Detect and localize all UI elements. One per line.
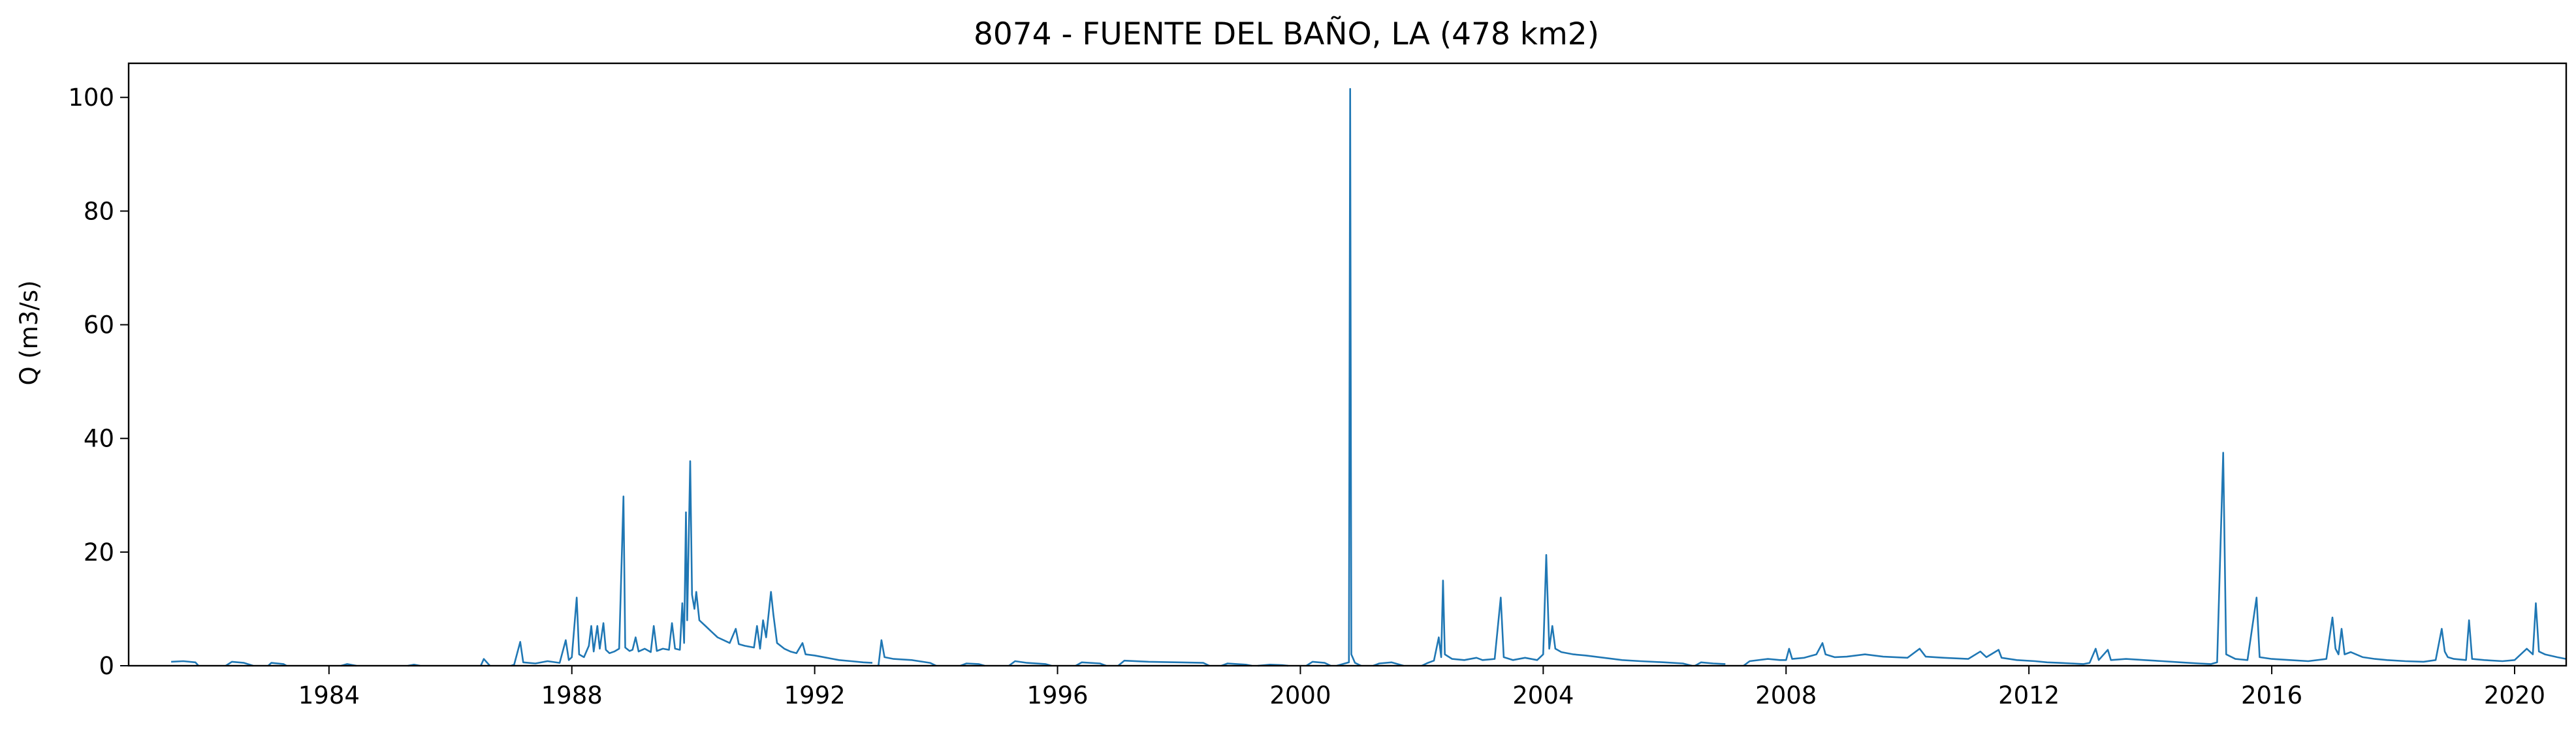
series-line-segment bbox=[1336, 87, 1361, 667]
series-line-segment bbox=[960, 662, 985, 667]
y-tick-label: 100 bbox=[68, 84, 114, 112]
series-q bbox=[171, 87, 2567, 667]
x-axis: 1984 1988 1992 1996 2000 2004 2008 2012 2016 2020 bbox=[298, 666, 2545, 709]
y-tick-label: 20 bbox=[84, 538, 114, 567]
series-line-segment bbox=[511, 460, 873, 667]
series-line-segment bbox=[1075, 661, 1107, 667]
y-tick-label: 60 bbox=[84, 311, 114, 339]
x-tick-label: 1996 bbox=[1026, 681, 1088, 709]
series-line-segment bbox=[878, 639, 937, 667]
series-line-segment bbox=[1117, 659, 1210, 667]
y-axis: 0 20 40 60 80 100 bbox=[68, 84, 129, 680]
plot-frame bbox=[127, 62, 2568, 667]
y-axis-label: Q (m3/s) bbox=[15, 280, 43, 385]
x-tick-label: 1988 bbox=[541, 681, 603, 709]
series-line-segment bbox=[480, 658, 491, 666]
x-tick-label: 1992 bbox=[784, 681, 846, 709]
chart-title: 8074 - FUENTE DEL BAÑO, LA (478 km2) bbox=[974, 16, 1599, 52]
series-line-segment bbox=[171, 660, 199, 666]
x-tick-label: 2016 bbox=[2241, 681, 2302, 709]
series-line-segment bbox=[1421, 553, 1693, 667]
x-tick-label: 2012 bbox=[1998, 681, 2059, 709]
series-line-segment bbox=[1008, 660, 1052, 667]
x-tick-label: 2008 bbox=[1755, 681, 1817, 709]
x-tick-label: 2000 bbox=[1269, 681, 1331, 709]
y-tick-label: 0 bbox=[99, 652, 114, 680]
x-tick-label: 2020 bbox=[2484, 681, 2545, 709]
series-line-segment bbox=[1373, 661, 1404, 667]
y-tick-label: 40 bbox=[84, 425, 114, 453]
series-line-segment bbox=[1305, 661, 1331, 667]
x-tick-label: 1984 bbox=[298, 681, 360, 709]
series-line-segment bbox=[1743, 452, 2567, 667]
x-tick-label: 2004 bbox=[1512, 681, 1574, 709]
series-line-segment bbox=[267, 662, 287, 667]
y-tick-label: 80 bbox=[84, 197, 114, 225]
series-line-segment bbox=[225, 661, 253, 667]
series-line-segment bbox=[1694, 661, 1726, 667]
